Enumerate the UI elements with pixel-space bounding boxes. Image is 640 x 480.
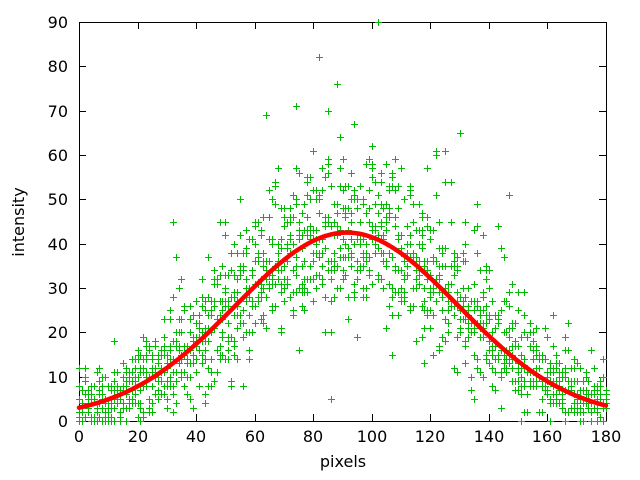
y-tick-label: 0 (58, 412, 68, 431)
x-tick-label: 80 (303, 427, 323, 446)
x-tick-label: 120 (415, 427, 446, 446)
x-axis-title: pixels (320, 452, 366, 471)
y-tick-label: 60 (48, 146, 68, 165)
y-tick-label: 80 (48, 57, 68, 76)
y-tick-label: 50 (48, 190, 68, 209)
y-tick-label: 20 (48, 323, 68, 342)
x-tick-label: 100 (357, 427, 388, 446)
scatter-points (76, 19, 610, 425)
tick-label-layer: 0 20 40 60 80 100 120 140 160 180 0 10 20 30 40 50 60 70 8… (48, 13, 622, 446)
y-tick-label: 70 (48, 102, 68, 121)
x-tick-label: 140 (474, 427, 505, 446)
y-tick-label: 10 (48, 368, 68, 387)
x-tick-label: 180 (591, 427, 622, 446)
x-tick-label: 60 (245, 427, 265, 446)
plot-data-layer (76, 19, 610, 425)
y-tick-label: 90 (48, 13, 68, 32)
y-tick-label: 30 (48, 279, 68, 298)
gaussian-fit-curve (76, 230, 609, 410)
x-tick-label: 160 (532, 427, 563, 446)
x-tick-label: 40 (186, 427, 206, 446)
y-tick-label: 40 (48, 235, 68, 254)
x-tick-label: 20 (128, 427, 148, 446)
x-tick-label: 0 (74, 427, 84, 446)
y-axis-title: intensity (9, 187, 28, 256)
plot-border (79, 22, 607, 422)
